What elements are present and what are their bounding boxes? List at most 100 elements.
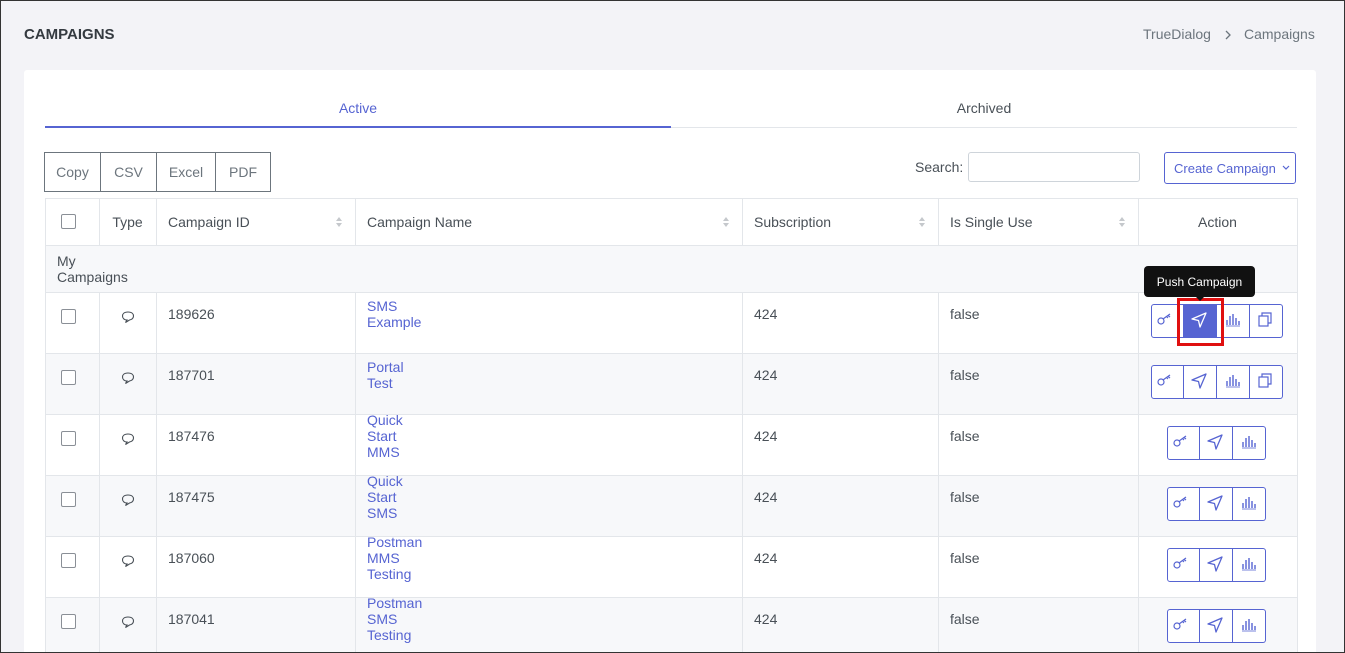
button-icon (1207, 556, 1223, 572)
col-border (45, 245, 46, 652)
row-checkbox[interactable] (61, 614, 76, 629)
search-label: Search: (915, 159, 964, 175)
push-button[interactable] (1184, 304, 1217, 338)
campaign-name-link[interactable]: SMS Example (367, 298, 422, 330)
row-border (45, 292, 1297, 293)
report-button[interactable] (1233, 426, 1266, 460)
tab-border (45, 127, 1297, 128)
col-border (99, 198, 100, 245)
type-icon (121, 372, 135, 384)
key-button[interactable] (1167, 609, 1200, 643)
type-icon (121, 494, 135, 506)
cell-text: 424 (754, 489, 778, 505)
cell-text: false (950, 367, 980, 383)
button-icon (1173, 557, 1187, 569)
push-button[interactable] (1184, 365, 1217, 399)
create-campaign-button[interactable]: Create Campaign (1164, 152, 1296, 184)
col-border (355, 198, 356, 245)
row-border (45, 536, 1297, 537)
cell-text: false (950, 611, 980, 627)
breadcrumb-current: Campaigns (1244, 26, 1315, 42)
pdf-button[interactable]: PDF (229, 164, 257, 180)
row-checkbox[interactable] (61, 492, 76, 507)
sort-icon (723, 217, 729, 227)
col-border (45, 198, 46, 245)
type-icon (121, 555, 135, 567)
highlight-box (1177, 298, 1224, 346)
column-header: Action (1198, 213, 1237, 230)
button-icon (1242, 497, 1256, 510)
button-icon (1226, 314, 1240, 327)
button-icon (1258, 373, 1272, 388)
report-button[interactable] (1233, 609, 1266, 643)
sort-icon (336, 217, 342, 227)
cell-text: 189626 (168, 306, 215, 322)
row-checkbox[interactable] (61, 431, 76, 446)
excel-button[interactable]: Excel (157, 153, 216, 191)
col-border (355, 292, 356, 652)
col-border (742, 198, 743, 245)
push-button[interactable] (1200, 548, 1233, 582)
col-border (1297, 245, 1298, 652)
cell-text: 187060 (168, 550, 215, 566)
select-all-checkbox[interactable] (61, 214, 76, 229)
col-border (1138, 198, 1139, 245)
col-border (99, 292, 100, 652)
campaign-name-link[interactable]: Postman SMS Testing (367, 595, 423, 643)
key-button[interactable] (1167, 548, 1200, 582)
button-icon (1207, 617, 1223, 633)
column-header[interactable]: Subscription (754, 213, 832, 230)
report-button[interactable] (1233, 487, 1266, 521)
breadcrumb-link[interactable]: TrueDialog (1143, 26, 1211, 42)
col-border (938, 292, 939, 652)
col-border (1138, 292, 1139, 652)
sort-icon (919, 217, 925, 227)
type-icon (121, 616, 135, 628)
copy-button[interactable] (1250, 304, 1283, 338)
report-button[interactable] (1233, 548, 1266, 582)
button-icon (1191, 373, 1207, 389)
campaign-name-link[interactable]: Quick Start SMS (367, 473, 403, 521)
push-button[interactable] (1200, 609, 1233, 643)
key-button[interactable] (1151, 365, 1184, 399)
push-button[interactable] (1200, 487, 1233, 521)
button-icon (1242, 558, 1256, 571)
key-button[interactable] (1167, 487, 1200, 521)
row-checkbox[interactable] (61, 370, 76, 385)
button-icon (1242, 436, 1256, 449)
copy-button[interactable] (1250, 365, 1283, 399)
copy-button[interactable]: Copy (45, 153, 101, 191)
cell-text: false (950, 489, 980, 505)
push-button[interactable] (1200, 426, 1233, 460)
row-checkbox[interactable] (61, 553, 76, 568)
button-icon (1157, 374, 1171, 386)
breadcrumb-separator (1225, 30, 1231, 40)
cell-text: 424 (754, 550, 778, 566)
campaign-name-link[interactable]: Quick Start MMS (367, 412, 403, 460)
button-icon (1173, 496, 1187, 508)
button-icon (1226, 375, 1240, 388)
campaign-name-link[interactable]: Portal Test (367, 359, 404, 391)
export-group: Copy CSV Excel PDF (44, 152, 271, 192)
csv-button[interactable]: CSV (101, 153, 157, 191)
group-row (45, 245, 1297, 292)
column-header: Type (112, 213, 143, 230)
type-icon (121, 433, 135, 445)
cell-text: 424 (754, 428, 778, 444)
row-border (45, 414, 1297, 415)
search-input[interactable] (968, 152, 1140, 182)
report-button[interactable] (1217, 365, 1250, 399)
campaign-name-link[interactable]: Postman MMS Testing (367, 534, 423, 582)
column-header[interactable]: Campaign ID (168, 213, 250, 230)
key-button[interactable] (1167, 426, 1200, 460)
group-label: My Campaigns (57, 252, 128, 285)
tab-active[interactable]: Active (338, 100, 378, 116)
row-checkbox[interactable] (61, 309, 76, 324)
tab-archived[interactable]: Archived (956, 100, 1012, 116)
column-header[interactable]: Is Single Use (950, 213, 1033, 230)
cell-text: 187041 (168, 611, 215, 627)
column-header[interactable]: Campaign Name (367, 213, 473, 230)
cell-text: 424 (754, 306, 778, 322)
col-border (742, 292, 743, 652)
